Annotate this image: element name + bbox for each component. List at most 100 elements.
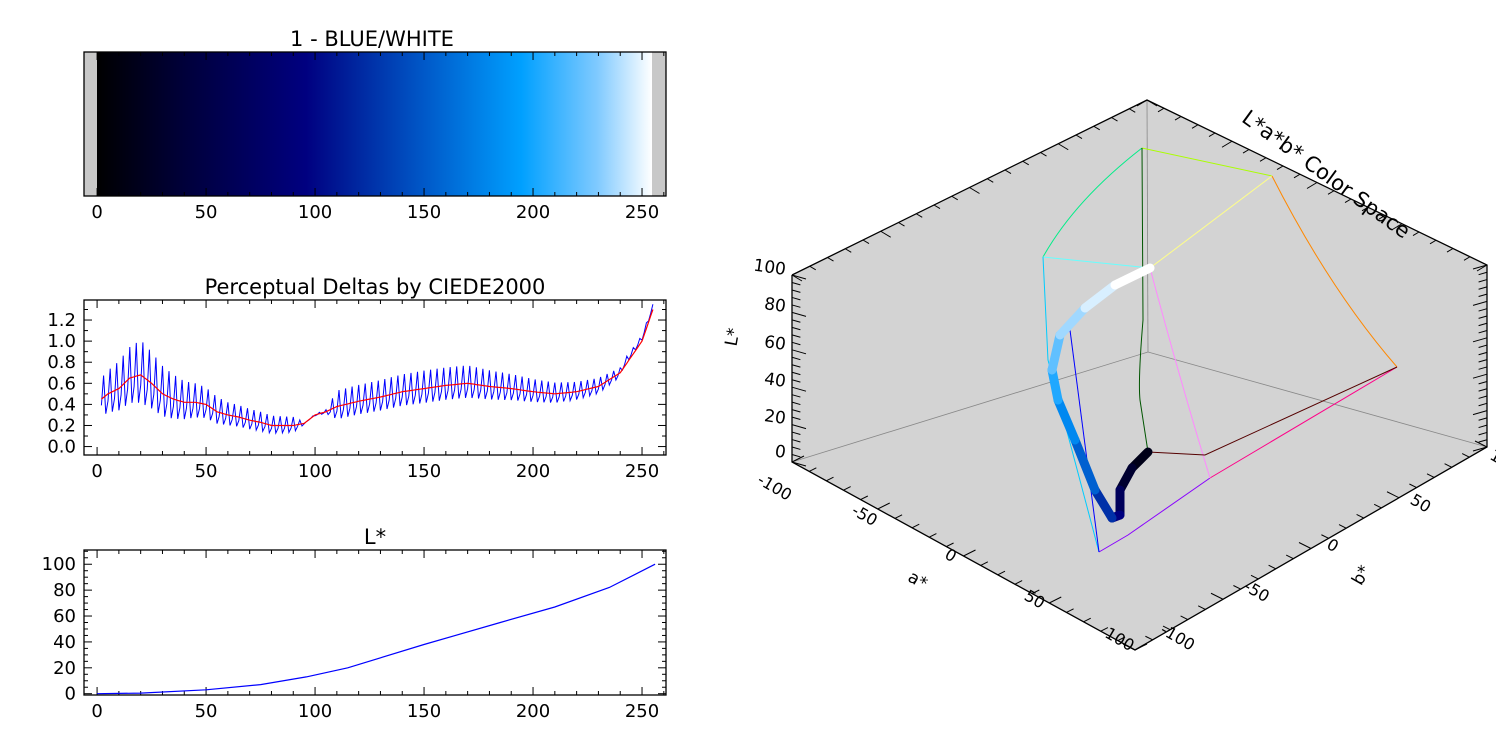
y-tick-label: 80 bbox=[53, 580, 76, 601]
tick bbox=[860, 495, 869, 501]
tick bbox=[1233, 585, 1241, 590]
tick bbox=[1344, 198, 1352, 204]
x-tick-label: 100 bbox=[298, 701, 332, 722]
svg-text:0: 0 bbox=[774, 442, 788, 463]
colorbar-x-axis: 0 50 100 150 200 250 bbox=[91, 52, 665, 223]
tick bbox=[791, 401, 801, 406]
x-tick-label: 0 bbox=[91, 701, 102, 722]
y-tick-label: 100 bbox=[42, 554, 76, 575]
tick bbox=[1250, 574, 1259, 580]
tick bbox=[1083, 617, 1091, 623]
x-tick-label: 150 bbox=[407, 202, 441, 223]
x-tick-label: 200 bbox=[516, 202, 550, 223]
tick bbox=[928, 533, 937, 538]
x-tick-label: 100 bbox=[298, 461, 332, 482]
lab-box-frame bbox=[791, 99, 1488, 651]
tick bbox=[791, 296, 801, 301]
lab-z-label: L* bbox=[722, 327, 745, 348]
tick bbox=[1478, 308, 1488, 312]
tick bbox=[1268, 564, 1277, 570]
tick bbox=[1361, 206, 1369, 212]
tick bbox=[1478, 431, 1488, 436]
colorbar-pad-left bbox=[84, 52, 97, 196]
tick bbox=[1478, 330, 1488, 334]
colormap-segment bbox=[1047, 330, 1065, 375]
tick bbox=[791, 364, 801, 368]
tick bbox=[1476, 264, 1488, 272]
tick bbox=[843, 486, 851, 491]
colorbar-frame bbox=[83, 51, 667, 197]
tick bbox=[1197, 605, 1206, 610]
colormap-segment bbox=[1053, 395, 1080, 445]
tick bbox=[1472, 373, 1488, 379]
tick bbox=[1180, 615, 1189, 620]
tick bbox=[791, 274, 803, 282]
x-tick-label: 150 bbox=[407, 701, 441, 722]
x-tick-label: 250 bbox=[625, 701, 659, 722]
svg-text:40: 40 bbox=[763, 369, 787, 392]
tick bbox=[1049, 596, 1062, 604]
tick bbox=[911, 523, 920, 529]
tick bbox=[1356, 514, 1365, 519]
tick bbox=[1478, 380, 1488, 385]
tick bbox=[894, 514, 903, 519]
tick bbox=[1478, 322, 1488, 327]
tick bbox=[986, 178, 994, 183]
tick bbox=[1391, 223, 1403, 231]
tick bbox=[1426, 473, 1435, 478]
colormap-segment bbox=[1070, 435, 1100, 495]
tick bbox=[1478, 271, 1488, 276]
colorbar-gradient bbox=[97, 52, 652, 196]
deltas-raw-line bbox=[100, 304, 654, 435]
tick bbox=[791, 371, 801, 376]
tick bbox=[791, 439, 801, 443]
svg-text:100: 100 bbox=[752, 256, 787, 280]
rgb-gamut-wireframe bbox=[1042, 147, 1398, 553]
x-tick-label: 0 bbox=[91, 461, 102, 482]
tick bbox=[1478, 351, 1488, 356]
tick bbox=[1472, 410, 1488, 416]
tick bbox=[862, 239, 870, 245]
deltas-axes: 0 50 100 150 200 250 0.00.20.40.60.81.01.2 bbox=[47, 300, 666, 482]
colormap-segment bbox=[1055, 303, 1090, 340]
tick bbox=[1242, 149, 1250, 154]
lstar-axes: 0 50 100 150 200 250 0 20 40 60 80 100 bbox=[42, 550, 666, 722]
x-tick-label: 200 bbox=[516, 701, 550, 722]
tick bbox=[791, 455, 805, 463]
tick bbox=[1478, 293, 1488, 298]
tick bbox=[1066, 608, 1074, 613]
deltas-smoothed-line bbox=[101, 309, 654, 427]
tick bbox=[808, 467, 817, 472]
colorbar-title: 1 - BLUE/WHITE bbox=[290, 27, 454, 51]
tick bbox=[791, 424, 807, 430]
svg-text:100: 100 bbox=[1487, 445, 1496, 477]
tick bbox=[1298, 542, 1312, 549]
tick bbox=[1378, 215, 1386, 220]
colormap-segment bbox=[1080, 280, 1120, 313]
y-tick-label: 1.2 bbox=[47, 310, 76, 331]
tick bbox=[1478, 424, 1488, 429]
tick bbox=[791, 334, 801, 338]
lab-x-label: a* bbox=[904, 567, 930, 594]
x-tick-label: 100 bbox=[298, 202, 332, 223]
tick bbox=[791, 326, 801, 331]
lstar-title: L* bbox=[364, 525, 386, 549]
tick bbox=[1472, 264, 1488, 270]
colormap-segment bbox=[1047, 365, 1063, 405]
tick bbox=[980, 561, 989, 566]
lstar-frame bbox=[83, 549, 667, 696]
tick bbox=[877, 502, 890, 510]
tick bbox=[791, 349, 807, 355]
tick bbox=[1472, 300, 1488, 306]
y-tick-label: 20 bbox=[53, 658, 76, 679]
tick bbox=[1022, 160, 1030, 166]
tick bbox=[1327, 190, 1335, 195]
tick bbox=[1157, 107, 1165, 113]
tick bbox=[1478, 417, 1488, 421]
tick bbox=[1040, 152, 1047, 157]
x-tick-label: 150 bbox=[407, 461, 441, 482]
tick bbox=[791, 341, 801, 346]
lab-3d-plot: 0 20 40 60 80 100 L* -100 -50 0 50 100 a… bbox=[722, 99, 1496, 655]
x-tick-label: 50 bbox=[195, 461, 218, 482]
tick bbox=[791, 394, 801, 398]
